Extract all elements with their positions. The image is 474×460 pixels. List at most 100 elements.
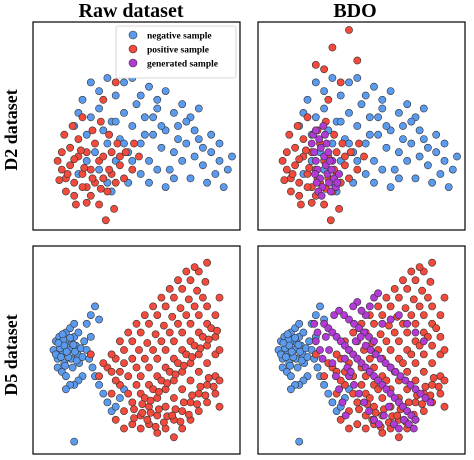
generated-sample-point bbox=[310, 319, 319, 328]
negative-sample-point bbox=[99, 389, 108, 398]
positive-sample-point bbox=[70, 155, 79, 164]
positive-sample-point bbox=[407, 311, 416, 319]
positive-sample-point bbox=[120, 407, 128, 415]
negative-sample-point bbox=[136, 139, 145, 148]
negative-sample-point bbox=[145, 82, 153, 91]
negative-sample-point bbox=[353, 122, 362, 130]
positive-sample-point bbox=[432, 324, 441, 333]
positive-sample-point bbox=[99, 152, 108, 161]
negative-sample-point bbox=[299, 328, 308, 337]
negative-sample-point bbox=[399, 135, 407, 143]
negative-sample-point bbox=[436, 170, 445, 178]
negative-sample-point bbox=[68, 363, 77, 372]
negative-sample-point bbox=[194, 135, 203, 143]
negative-sample-point bbox=[428, 178, 436, 187]
negative-sample-point bbox=[82, 156, 91, 165]
legend-marker-negative-sample bbox=[128, 30, 138, 40]
positive-sample-point bbox=[393, 411, 402, 420]
positive-sample-point bbox=[96, 117, 105, 126]
positive-sample-point bbox=[418, 286, 426, 295]
negative-sample-point bbox=[145, 178, 153, 187]
positive-sample-point bbox=[349, 328, 358, 337]
positive-sample-point bbox=[419, 367, 428, 376]
positive-sample-point bbox=[111, 178, 120, 187]
negative-sample-point bbox=[169, 109, 178, 117]
positive-sample-point bbox=[151, 330, 160, 339]
positive-sample-point bbox=[280, 176, 289, 184]
positive-sample-point bbox=[174, 276, 182, 285]
positive-sample-point bbox=[145, 319, 153, 328]
negative-sample-point bbox=[136, 170, 145, 178]
positive-sample-point bbox=[215, 346, 224, 354]
positive-sample-point bbox=[130, 139, 138, 148]
negative-sample-point bbox=[103, 74, 112, 82]
generated-sample-point bbox=[366, 346, 375, 354]
positive-sample-point bbox=[132, 363, 141, 372]
positive-sample-point bbox=[88, 126, 97, 135]
positive-sample-point bbox=[136, 424, 145, 433]
negative-sample-point bbox=[165, 165, 174, 174]
negative-sample-point bbox=[178, 156, 187, 165]
negative-sample-point bbox=[72, 356, 81, 365]
generated-sample-point bbox=[401, 376, 410, 385]
positive-sample-point bbox=[136, 328, 145, 337]
positive-sample-point bbox=[360, 152, 368, 161]
negative-sample-point bbox=[399, 122, 407, 130]
positive-sample-point bbox=[135, 346, 143, 354]
positive-sample-point bbox=[128, 337, 137, 346]
positive-sample-point bbox=[146, 396, 155, 405]
negative-sample-point bbox=[211, 170, 220, 178]
negative-sample-point bbox=[423, 161, 432, 170]
negative-sample-point bbox=[311, 113, 320, 122]
positive-sample-point bbox=[428, 380, 436, 389]
positive-sample-point bbox=[161, 346, 170, 354]
positive-sample-point bbox=[440, 402, 449, 411]
generated-sample-point bbox=[349, 302, 358, 311]
positive-sample-point bbox=[370, 319, 378, 328]
generated-sample-point bbox=[411, 385, 420, 394]
positive-sample-point bbox=[99, 95, 108, 104]
positive-sample-point bbox=[307, 198, 316, 207]
legend-marker-positive-sample bbox=[128, 44, 138, 54]
negative-sample-point bbox=[378, 165, 387, 174]
generated-sample-point bbox=[311, 170, 319, 178]
negative-sample-point bbox=[378, 104, 387, 113]
generated-sample-point bbox=[311, 126, 320, 135]
panel-d5-dataset-bdo bbox=[257, 245, 466, 455]
positive-sample-point bbox=[157, 293, 166, 302]
generated-sample-point bbox=[394, 311, 403, 319]
negative-sample-point bbox=[448, 165, 457, 174]
positive-sample-point bbox=[215, 293, 224, 302]
positive-sample-point bbox=[82, 198, 91, 207]
negative-sample-point bbox=[95, 104, 103, 113]
generated-sample-point bbox=[322, 139, 331, 148]
generated-sample-point bbox=[340, 354, 349, 363]
negative-sample-point bbox=[407, 139, 416, 148]
positive-sample-point bbox=[96, 184, 105, 193]
positive-sample-point bbox=[407, 267, 416, 276]
positive-sample-point bbox=[303, 183, 312, 191]
negative-sample-point bbox=[128, 156, 137, 165]
generated-sample-point bbox=[318, 354, 327, 363]
negative-sample-point bbox=[111, 117, 120, 126]
negative-sample-point bbox=[328, 398, 337, 407]
negative-sample-point bbox=[136, 91, 145, 100]
positive-sample-point bbox=[110, 204, 118, 213]
positive-sample-point bbox=[186, 398, 195, 407]
positive-sample-point bbox=[159, 321, 168, 330]
positive-sample-point bbox=[428, 341, 436, 350]
negative-sample-point bbox=[70, 437, 79, 446]
generated-sample-point bbox=[350, 380, 358, 389]
negative-sample-point bbox=[145, 156, 153, 165]
positive-sample-point bbox=[215, 376, 224, 385]
positive-sample-point bbox=[146, 408, 155, 417]
negative-sample-point bbox=[182, 117, 191, 126]
negative-sample-point bbox=[279, 339, 288, 347]
negative-sample-point bbox=[215, 139, 224, 148]
positive-sample-point bbox=[386, 302, 395, 311]
negative-sample-point bbox=[190, 152, 199, 161]
negative-sample-point bbox=[287, 347, 296, 356]
negative-sample-point bbox=[415, 152, 424, 161]
positive-sample-point bbox=[353, 56, 362, 65]
negative-sample-point bbox=[291, 333, 299, 342]
